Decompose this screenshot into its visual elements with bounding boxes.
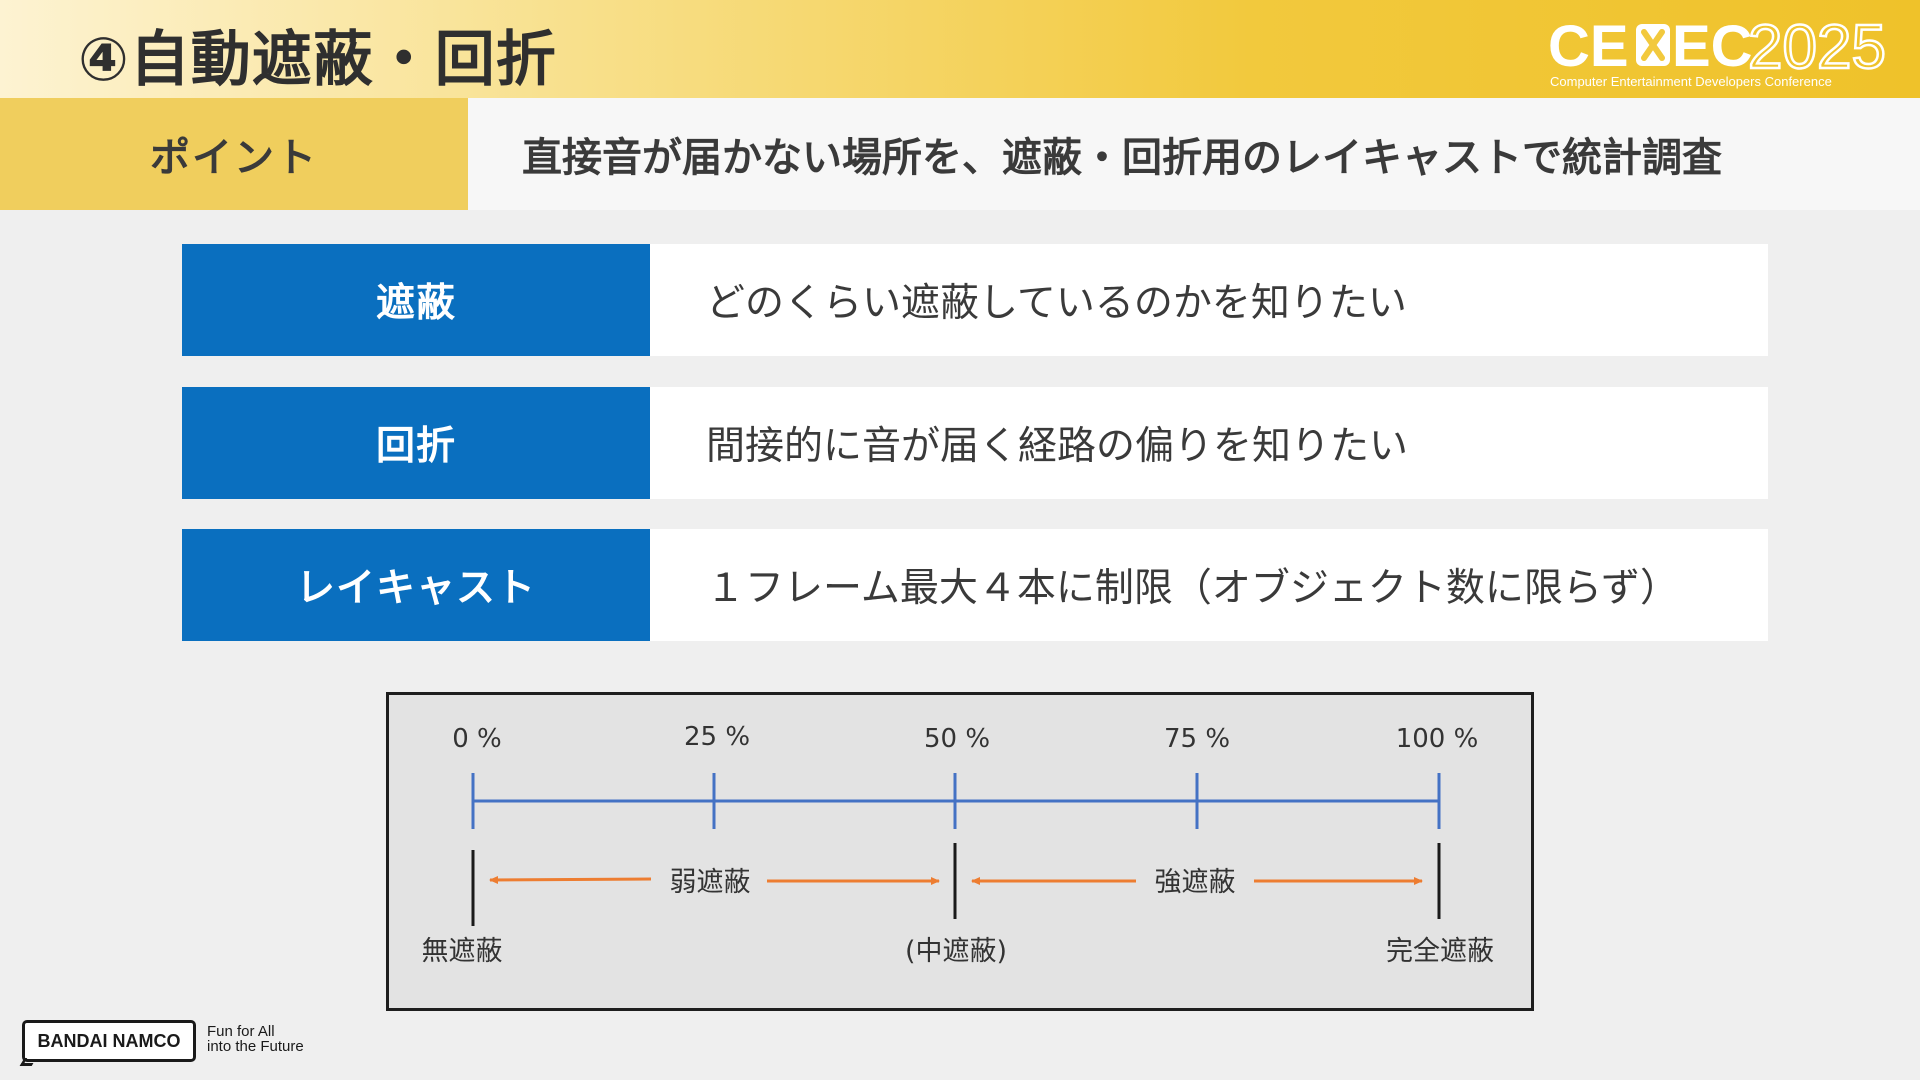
bandai-namco-logo: BANDAI NAMCO <box>22 1020 196 1062</box>
tick-label-0: 0 % <box>452 724 502 754</box>
row-label: レイキャスト <box>182 529 650 641</box>
occlusion-scale-diagram: 0 % 25 % 50 % 75 % 100 % 弱遮蔽 強遮蔽 無遮蔽 (中遮… <box>386 692 1534 1011</box>
range-label-weak: 弱遮蔽 <box>670 867 751 898</box>
company-slogan: Fun for All into the Future <box>207 1024 304 1054</box>
endpoint-label-full: 完全遮蔽 <box>1386 936 1494 967</box>
row-label: 遮蔽 <box>182 244 650 356</box>
row-text: １フレーム最大４本に制限（オブジェクト数に限らず） <box>650 529 1768 641</box>
tick-label-25: 25 % <box>684 722 750 752</box>
slogan-line-2: into the Future <box>207 1038 304 1055</box>
company-name: BANDAI NAMCO <box>37 1030 181 1051</box>
endpoint-label-mid: (中遮蔽) <box>905 936 1007 967</box>
slide-title: ④自動遮蔽・回折 <box>78 25 557 95</box>
row-text: どのくらい遮蔽しているのかを知りたい <box>650 244 1768 356</box>
row-raycast: レイキャスト １フレーム最大４本に制限（オブジェクト数に限らず） <box>182 529 1768 641</box>
point-text: 直接音が届かない場所を、遮蔽・回折用のレイキャストで統計調査 <box>522 135 1722 181</box>
arrow-weak-left <box>489 875 652 884</box>
cedec-mark-left: CE <box>1548 14 1629 76</box>
row-text: 間接的に音が届く経路の偏りを知りたい <box>650 387 1768 499</box>
point-label: ポイント <box>150 135 318 181</box>
cedec-wordmark: CE EC 2025 <box>1548 14 1887 76</box>
occlusion-scale-svg: 0 % 25 % 50 % 75 % 100 % 弱遮蔽 強遮蔽 無遮蔽 (中遮… <box>422 722 1495 967</box>
row-diffraction: 回折 間接的に音が届く経路の偏りを知りたい <box>182 387 1768 499</box>
range-label-strong: 強遮蔽 <box>1155 867 1236 898</box>
logo-speech-tail <box>19 1058 37 1066</box>
tick-label-75: 75 % <box>1164 724 1230 754</box>
point-text-box: 直接音が届かない場所を、遮蔽・回折用のレイキャストで統計調査 <box>468 98 1920 210</box>
header-band <box>0 0 1920 98</box>
slogan-line-1: Fun for All <box>207 1023 275 1040</box>
cedec-year: 2025 <box>1748 14 1886 76</box>
cedec-subtitle: Computer Entertainment Developers Confer… <box>1550 74 1832 89</box>
cedec-cross-icon <box>1636 24 1670 66</box>
tick-label-100: 100 % <box>1396 724 1479 754</box>
endpoint-label-none: 無遮蔽 <box>422 936 503 967</box>
row-occlusion: 遮蔽 どのくらい遮蔽しているのかを知りたい <box>182 244 1768 356</box>
cedec-mark-right: EC <box>1672 14 1753 76</box>
cedec-logo: CE EC 2025 Computer Entertainment Develo… <box>1548 14 1893 94</box>
row-label: 回折 <box>182 387 650 499</box>
tick-label-50: 50 % <box>924 724 990 754</box>
point-label-box: ポイント <box>0 98 468 210</box>
